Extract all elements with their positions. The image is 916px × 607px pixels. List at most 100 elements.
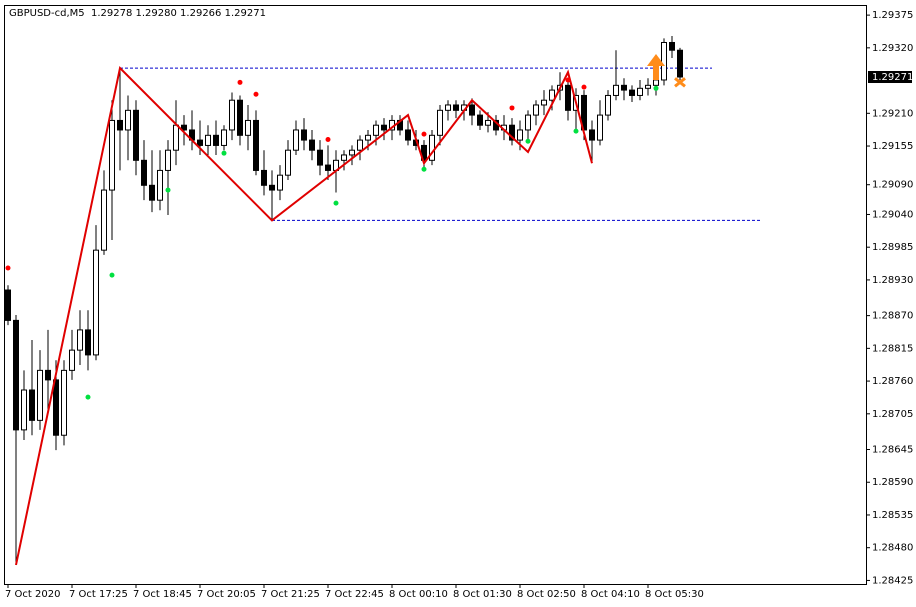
y-tick-label: 1.29320 <box>872 43 913 54</box>
fractal-dot <box>253 91 259 97</box>
candle-body <box>165 149 171 171</box>
candle-body <box>173 124 179 151</box>
candle-body <box>253 119 259 171</box>
candle-body <box>525 114 531 131</box>
candle-body <box>445 104 451 111</box>
candle-body <box>621 84 627 91</box>
y-tick-label: 1.29210 <box>872 108 913 119</box>
candle-body <box>365 134 371 141</box>
candle-body <box>245 119 251 136</box>
last-price-label: 1.29271 <box>872 72 913 83</box>
y-tick-label: 1.29090 <box>872 180 913 191</box>
fractal-dot <box>421 166 427 172</box>
candle-body <box>21 389 27 431</box>
candle-body <box>549 89 555 101</box>
candle-body <box>29 389 35 421</box>
plot-frame <box>4 5 867 585</box>
y-tick-label: 1.28815 <box>872 343 913 354</box>
candle-body <box>613 84 619 96</box>
candle-body <box>229 99 235 131</box>
candle-body <box>437 109 443 136</box>
x-tick-label: 8 Oct 01:30 <box>453 589 512 600</box>
candle-body <box>101 189 107 251</box>
candle-body <box>629 89 635 96</box>
candle-body <box>293 129 299 151</box>
y-tick-label: 1.29155 <box>872 141 913 152</box>
exit-cross <box>674 77 686 88</box>
fractal-dot <box>421 131 427 137</box>
candle-body <box>517 129 523 141</box>
candle-body <box>309 139 315 151</box>
candle-body <box>645 84 651 89</box>
fractal-dot <box>5 265 11 271</box>
candle-body <box>453 104 459 111</box>
y-tick-label: 1.29375 <box>872 10 913 21</box>
candle-body <box>405 129 411 141</box>
y-tick-label: 1.28535 <box>872 510 913 521</box>
fractal-dot <box>221 150 227 156</box>
candle-body <box>637 87 643 96</box>
candle-body <box>661 41 667 81</box>
fractal-dot <box>509 105 515 111</box>
candle-body <box>469 104 475 116</box>
fractal-dot <box>653 85 659 91</box>
y-tick-label: 1.28590 <box>872 477 913 488</box>
candle-body <box>141 159 147 186</box>
candle-body <box>237 99 243 136</box>
candle-body <box>533 104 539 116</box>
candle-body <box>13 319 19 431</box>
x-tick-label: 7 Oct 17:25 <box>69 589 128 600</box>
candle-body <box>197 139 203 146</box>
candle-body <box>85 329 91 356</box>
candle-body <box>69 349 75 371</box>
x-tick-label: 8 Oct 05:30 <box>645 589 704 600</box>
y-tick-label: 1.28705 <box>872 409 913 420</box>
fractal-dot <box>565 77 571 83</box>
candle-body <box>325 164 331 171</box>
candle-body <box>317 149 323 166</box>
candle-body <box>589 129 595 141</box>
fractal-dot <box>333 200 339 206</box>
fractal-dot <box>109 272 115 278</box>
last-price-box <box>868 71 912 84</box>
candle-body <box>277 174 283 191</box>
x-tick-label: 8 Oct 00:10 <box>389 589 448 600</box>
y-tick-label: 1.28645 <box>872 445 913 456</box>
candle-body <box>61 369 67 436</box>
candle-body <box>221 129 227 146</box>
candle-body <box>125 109 131 131</box>
candle-body <box>109 119 115 191</box>
fractal-dot <box>237 79 243 85</box>
y-tick-label: 1.28870 <box>872 311 913 322</box>
candle-body <box>133 109 139 161</box>
x-tick-label: 7 Oct 18:45 <box>133 589 192 600</box>
fractal-dot <box>165 187 171 193</box>
fractal-dot <box>573 128 579 134</box>
x-tick-label: 8 Oct 02:50 <box>517 589 576 600</box>
candle-body <box>45 369 51 381</box>
fractal-dot <box>525 138 531 144</box>
candle-body <box>205 134 211 146</box>
y-tick-label: 1.29040 <box>872 209 913 220</box>
x-tick-label: 7 Oct 21:25 <box>261 589 320 600</box>
candle-body <box>597 114 603 141</box>
candle-body <box>5 289 11 321</box>
candle-body <box>53 379 59 436</box>
candle-body <box>357 139 363 151</box>
candle-body <box>381 124 387 131</box>
x-tick-label: 7 Oct 2020 <box>5 589 60 600</box>
candle-body <box>373 124 379 136</box>
x-tick-label: 8 Oct 04:10 <box>581 589 640 600</box>
fractal-dot <box>325 136 331 142</box>
x-tick-label: 7 Oct 20:05 <box>197 589 256 600</box>
candle-body <box>485 119 491 126</box>
y-tick-label: 1.28930 <box>872 275 913 286</box>
candle-body <box>117 119 123 131</box>
y-tick-label: 1.28425 <box>872 575 913 586</box>
candle-body <box>181 124 187 131</box>
candle-body <box>77 329 83 351</box>
candle-body <box>541 99 547 106</box>
y-tick-label: 1.28985 <box>872 242 913 253</box>
